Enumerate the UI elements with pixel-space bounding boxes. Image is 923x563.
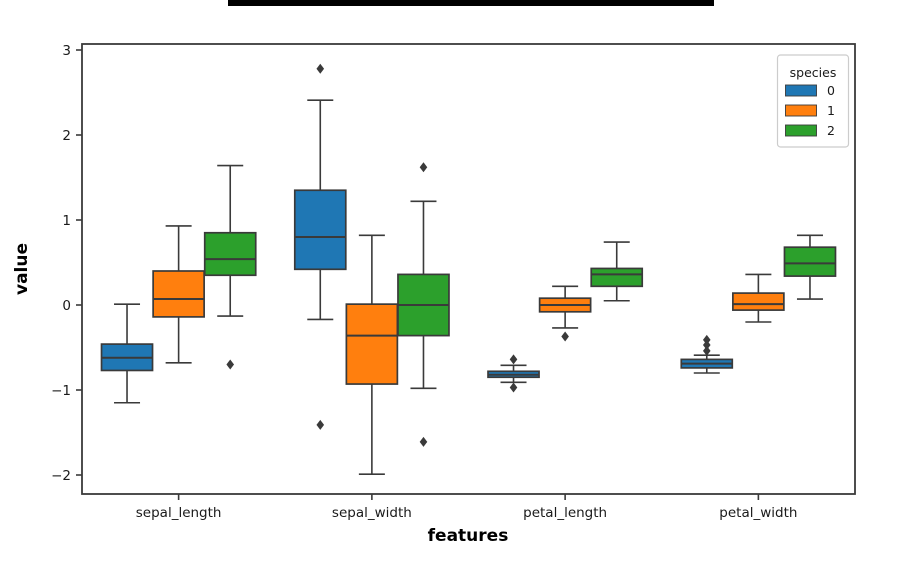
y-tick-label: 2 bbox=[62, 128, 71, 144]
outlier-diamond bbox=[702, 339, 711, 350]
box-group-species1-sepal_length bbox=[152, 225, 205, 364]
box-group-species0-sepal_width bbox=[293, 63, 347, 430]
y-tick-label: −1 bbox=[51, 383, 71, 399]
outlier-diamond bbox=[316, 63, 325, 74]
box bbox=[732, 292, 785, 311]
box-group-species0-petal_length bbox=[487, 354, 540, 393]
box-group-species1-petal_length bbox=[538, 285, 592, 342]
plot-border bbox=[81, 43, 856, 495]
box bbox=[590, 267, 644, 288]
legend-swatch-0 bbox=[785, 84, 817, 97]
box-group-species2-sepal_width bbox=[397, 162, 450, 447]
box-group-species2-petal_length bbox=[590, 241, 644, 302]
outlier-diamond bbox=[316, 419, 325, 430]
outlier-diamond bbox=[702, 334, 711, 345]
box bbox=[293, 189, 347, 271]
x-tick-label: sepal_width bbox=[332, 505, 412, 521]
plot-area: 3 2 1 0 −1 −2 sepal_length sepal_width petal_len… bbox=[51, 43, 856, 521]
box bbox=[152, 270, 205, 318]
box-group-species2-sepal_length bbox=[203, 164, 257, 370]
outlier-diamond bbox=[702, 345, 711, 356]
y-tick-label: −2 bbox=[51, 468, 71, 484]
x-tick-label: sepal_length bbox=[136, 505, 222, 521]
box-group-species1-sepal_width bbox=[345, 234, 399, 475]
legend: species 0 1 2 bbox=[776, 54, 850, 148]
outlier-diamond bbox=[561, 331, 569, 342]
legend-box bbox=[776, 54, 850, 148]
legend-swatch-2 bbox=[785, 124, 817, 137]
box bbox=[345, 303, 399, 385]
outlier-diamond bbox=[419, 162, 428, 173]
box bbox=[783, 246, 837, 277]
x-axis-label: features bbox=[428, 526, 509, 546]
box-group-species0-sepal_length bbox=[100, 303, 154, 404]
legend-title: species bbox=[790, 65, 837, 80]
box-group-species0-petal_width bbox=[680, 334, 734, 374]
y-tick-label: 3 bbox=[62, 43, 71, 59]
box-group-species1-petal_width bbox=[732, 273, 785, 323]
legend-label-0: 0 bbox=[827, 83, 835, 98]
y-tick-label: 1 bbox=[62, 213, 71, 229]
legend-label-1: 1 bbox=[827, 103, 835, 118]
outlier-diamond bbox=[509, 354, 518, 365]
legend-label-2: 2 bbox=[827, 123, 835, 138]
outlier-diamond bbox=[226, 359, 235, 370]
box bbox=[203, 231, 257, 277]
y-tick-label: 0 bbox=[62, 298, 71, 314]
legend-swatch-1 bbox=[785, 104, 817, 117]
x-tick-label: petal_width bbox=[719, 505, 797, 521]
outlier-diamond bbox=[509, 382, 518, 393]
y-axis-label: value bbox=[12, 243, 32, 295]
box-group-species2-petal_width bbox=[783, 234, 837, 300]
outlier-diamond bbox=[419, 436, 428, 447]
title-redaction-bar bbox=[228, 0, 714, 6]
x-tick-label: petal_length bbox=[523, 505, 607, 521]
